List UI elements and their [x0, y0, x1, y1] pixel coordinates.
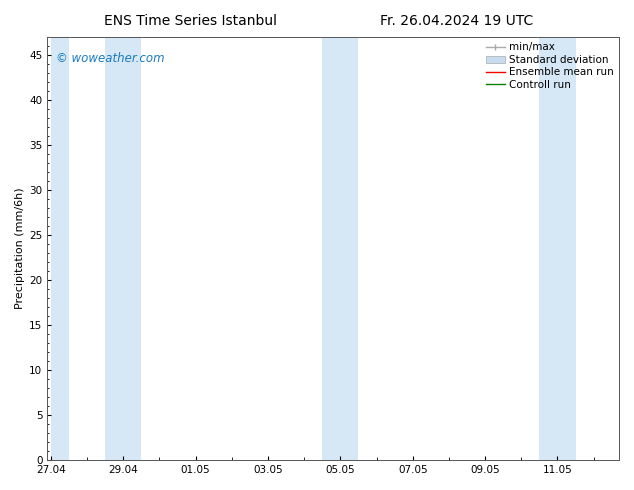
Bar	[322, 37, 358, 460]
Bar	[51, 37, 69, 460]
Bar	[540, 37, 576, 460]
Bar	[105, 37, 141, 460]
Text: ENS Time Series Istanbul: ENS Time Series Istanbul	[104, 14, 276, 28]
Legend: min/max, Standard deviation, Ensemble mean run, Controll run: min/max, Standard deviation, Ensemble me…	[484, 40, 616, 92]
Text: © woweather.com: © woweather.com	[56, 52, 164, 65]
Y-axis label: Precipitation (mm/6h): Precipitation (mm/6h)	[15, 188, 25, 309]
Text: Fr. 26.04.2024 19 UTC: Fr. 26.04.2024 19 UTC	[380, 14, 533, 28]
